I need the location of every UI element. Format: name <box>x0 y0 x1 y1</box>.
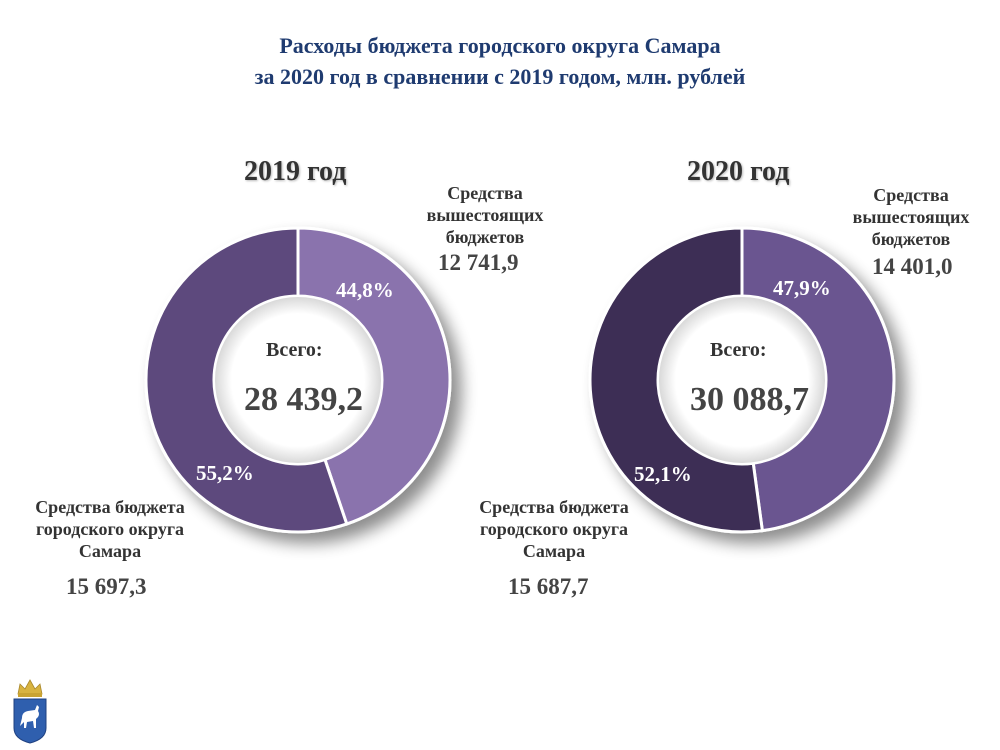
crown-icon <box>17 679 43 697</box>
donut-hole <box>215 297 381 463</box>
value-city-budget-2019: 15 697,3 <box>66 574 147 599</box>
label-line: Средства <box>873 185 949 205</box>
donut-2019 <box>144 226 452 534</box>
year-2020-title: 2020 год <box>687 156 790 187</box>
label-city-budget-2020: Средства бюджета городского округа Самар… <box>464 496 644 562</box>
donut-hole <box>659 297 825 463</box>
label-line: вышестоящих <box>426 205 544 225</box>
shield-icon <box>13 698 47 744</box>
total-label-2019: Всего: <box>266 339 323 361</box>
label-higher-budgets-2020: Средства вышестоящих бюджетов <box>836 184 986 250</box>
percent-higher-budgets-2019: 44,8% <box>336 278 394 302</box>
value-higher-budgets-2019: 12 741,9 <box>438 250 519 275</box>
value-higher-budgets-2020: 14 401,0 <box>872 254 953 279</box>
slice-city-budget <box>144 226 349 534</box>
percent-city-budget-2020: 52,1% <box>634 462 692 486</box>
label-line: бюджетов <box>871 229 951 249</box>
label-city-budget-2019: Средства бюджета городского округа Самар… <box>20 496 200 562</box>
slice-city-budget <box>588 226 765 534</box>
chart-title: Расходы бюджета городского округа Самара… <box>0 30 1000 92</box>
label-line: Самара <box>522 541 586 561</box>
value-city-budget-2020: 15 687,7 <box>508 574 589 599</box>
percent-city-budget-2019: 55,2% <box>196 461 254 485</box>
title-line-1: Расходы бюджета городского округа Самара <box>279 33 721 58</box>
title-line-2: за 2020 год в сравнении с 2019 годом, мл… <box>254 64 746 89</box>
label-line: Самара <box>78 541 142 561</box>
goat-icon <box>20 705 39 728</box>
total-label-2020: Всего: <box>710 339 767 361</box>
donut-ring <box>588 226 896 534</box>
label-line: городского округа <box>36 519 184 539</box>
slice-higher-budgets <box>740 226 896 533</box>
donut-2020 <box>588 226 896 534</box>
label-line: Средства <box>447 183 523 203</box>
label-line: вышестоящих <box>852 207 970 227</box>
label-line: бюджетов <box>445 227 525 247</box>
total-value-2019: 28 439,2 <box>244 381 363 418</box>
label-line: Средства бюджета <box>35 497 185 517</box>
donut-ring <box>144 226 452 534</box>
total-value-2020: 30 088,7 <box>690 381 809 418</box>
percent-higher-budgets-2020: 47,9% <box>773 276 831 300</box>
label-line: Средства бюджета <box>479 497 629 517</box>
label-line: городского округа <box>480 519 628 539</box>
label-higher-budgets-2019: Средства вышестоящих бюджетов <box>410 182 560 248</box>
slice-higher-budgets <box>296 226 452 526</box>
year-2019-title: 2019 год <box>244 156 347 187</box>
samara-emblem <box>13 679 47 744</box>
